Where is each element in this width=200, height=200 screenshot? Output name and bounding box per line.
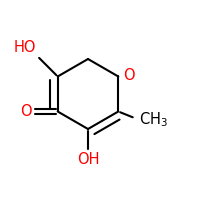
Text: CH$_3$: CH$_3$ [139, 110, 168, 129]
Text: O: O [20, 104, 32, 119]
Text: O: O [123, 68, 134, 83]
Text: OH: OH [77, 152, 99, 167]
Text: HO: HO [13, 40, 36, 55]
